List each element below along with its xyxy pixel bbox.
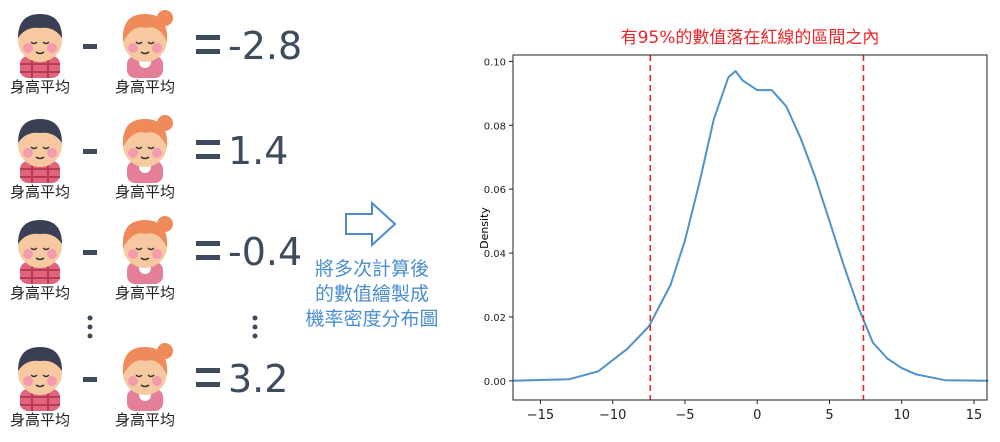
boy-icon	[17, 118, 63, 184]
x-tick-label: −15	[527, 408, 554, 423]
boy-icon	[17, 13, 63, 79]
equals	[196, 154, 220, 159]
x-tick-label: 0	[753, 408, 761, 423]
x-tick-label: −5	[675, 408, 694, 423]
boy-icon	[17, 219, 63, 285]
minus	[83, 44, 97, 49]
label: 身高平均	[115, 183, 175, 201]
equals	[196, 49, 220, 54]
x-tick-label: 15	[966, 408, 983, 423]
x-tick-label: −10	[599, 408, 626, 423]
minus	[83, 377, 97, 382]
label: 身高平均	[10, 411, 70, 429]
minus	[83, 250, 97, 255]
equals	[196, 140, 220, 145]
label: 身高平均	[10, 183, 70, 201]
label: 身高平均	[115, 78, 175, 96]
y-axis-label: Density	[478, 207, 491, 249]
label: 身高平均	[10, 284, 70, 302]
density-line	[511, 70, 989, 382]
girl-icon	[122, 9, 174, 79]
equals	[196, 382, 220, 387]
girl-icon	[122, 342, 174, 412]
result: -0.4	[228, 230, 302, 274]
minus	[83, 149, 97, 154]
y-tick-label: 0.02	[484, 313, 506, 324]
y-tick-label: 0.10	[484, 57, 506, 68]
girl-icon	[122, 215, 174, 285]
result: 1.4	[228, 129, 288, 173]
plot-frame	[512, 54, 988, 401]
y-tick-label: 0.08	[484, 121, 506, 132]
equals	[196, 241, 220, 246]
label: 身高平均	[115, 284, 175, 302]
label: 身高平均	[115, 411, 175, 429]
ellipsis	[87, 315, 258, 339]
caption: 機率密度分布圖	[305, 308, 438, 330]
y-tick-label: 0.04	[484, 249, 506, 260]
result: 3.2	[228, 357, 288, 401]
label: 身高平均	[10, 78, 70, 96]
boy-icon	[17, 346, 63, 412]
equals	[196, 255, 220, 260]
caption: 將多次計算後	[315, 258, 429, 280]
equals	[196, 35, 220, 40]
y-tick-label: 0.00	[484, 377, 506, 388]
x-tick-label: 10	[893, 408, 910, 423]
y-tick-label: 0.06	[484, 185, 506, 196]
equals	[196, 368, 220, 373]
x-tick-label: 5	[825, 408, 833, 423]
girl-icon	[122, 114, 174, 184]
arrow	[345, 200, 397, 248]
chart-title: 有95%的數值落在紅線的區間之內	[621, 28, 880, 48]
caption: 的數值繪製成	[315, 283, 429, 305]
result: -2.8	[228, 24, 302, 68]
